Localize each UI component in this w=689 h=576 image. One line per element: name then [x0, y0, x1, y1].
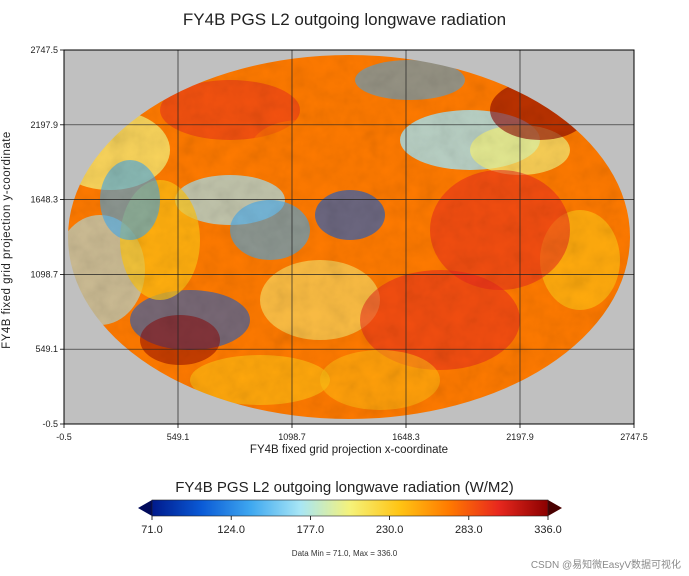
y-tick-label: 549.1: [35, 344, 58, 354]
colorbar-title: FY4B PGS L2 outgoing longwave radiation …: [175, 479, 514, 496]
x-tick-label: 549.1: [167, 432, 190, 442]
y-tick-label: 2747.5: [30, 45, 58, 55]
colorbar: 71.0 124.0 177.0 230.0 283.0 336.0: [138, 499, 562, 536]
x-tick-label: 2747.5: [620, 432, 648, 442]
watermark: CSDN @易知微EasyV数据可视化: [530, 560, 681, 571]
colorbar-tick-label: 336.0: [534, 524, 562, 536]
colorbar-tick-label: 124.0: [217, 524, 245, 536]
y-axis-label: FY4B fixed grid projection y-coordinate: [1, 131, 13, 349]
chart-title: FY4B PGS L2 outgoing longwave radiation: [182, 10, 507, 29]
grid-lines: [64, 50, 634, 424]
colorbar-max-arrow: [548, 500, 562, 516]
colorbar-tick-label: 283.0: [455, 524, 483, 536]
colorbar-tick-label: 71.0: [141, 524, 162, 536]
x-tick-label: 1098.7: [278, 432, 306, 442]
y-tick-label: 1648.3: [30, 195, 58, 205]
y-tick-label: 2197.9: [30, 120, 58, 130]
y-tick-label: -0.5: [42, 419, 58, 429]
colorbar-tick-label: 177.0: [297, 524, 325, 536]
plot-frame: [63, 49, 635, 425]
earth-disk: [68, 55, 630, 419]
axes: -0.5 549.1 1098.7 1648.3 2197.9 2747.5 -0.5 549…: [30, 45, 647, 442]
disk-texture: [68, 55, 630, 419]
data-stats: Data Min = 71.0, Max = 336.0: [291, 549, 398, 558]
colorbar-tick-label: 230.0: [376, 524, 404, 536]
colorbar-min-arrow: [138, 500, 152, 516]
x-tick-label: 1648.3: [392, 432, 420, 442]
colorbar-gradient: [151, 499, 549, 517]
x-tick-label: 2197.9: [506, 432, 534, 442]
y-tick-label: 1098.7: [30, 269, 58, 279]
x-tick-label: -0.5: [56, 432, 72, 442]
x-axis-label: FY4B fixed grid projection x-coordinate: [249, 444, 449, 456]
